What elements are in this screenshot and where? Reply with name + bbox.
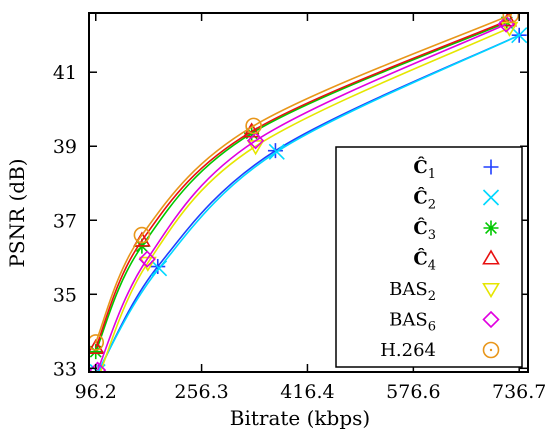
data-point [511, 27, 528, 44]
legend-marker [483, 220, 499, 236]
y-tick-label: 37 [53, 210, 77, 232]
x-tick-label: 576.6 [386, 381, 440, 403]
data-point [133, 226, 151, 244]
legend-label: Ĉ2 [413, 186, 436, 213]
data-point [89, 338, 105, 354]
x-tick-label: 256.3 [174, 381, 228, 403]
data-point [502, 13, 520, 24]
series-line [95, 14, 512, 343]
legend-marker [482, 189, 500, 206]
data-point [151, 260, 168, 277]
data-point [245, 117, 262, 135]
legend-marker [482, 341, 500, 359]
y-tick-label: 35 [53, 284, 77, 306]
legend-label: Ĉ4 [413, 247, 436, 274]
y-axis-label: PSNR (dB) [5, 158, 29, 267]
y-tick-label: 33 [53, 358, 77, 380]
series-line [96, 34, 520, 372]
x-axis-label: Bitrate (kbps) [230, 406, 370, 430]
y-tick-label: 41 [53, 62, 77, 84]
legend-label: Ĉ1 [413, 155, 436, 182]
y-tick-label: 39 [53, 136, 77, 158]
series-layer [89, 13, 528, 372]
series-line [95, 19, 509, 349]
plot-frame [88, 12, 529, 373]
legend-label: Ĉ3 [413, 216, 436, 243]
series-line [96, 23, 507, 371]
legend-marker [482, 282, 500, 299]
series-7 [89, 13, 520, 351]
legend-box [335, 146, 523, 368]
legend-marker [482, 249, 500, 265]
legend-label: H.264 [380, 340, 436, 361]
legend-marker [483, 159, 499, 175]
data-point [268, 143, 285, 160]
data-point [89, 344, 104, 360]
legend-label: BAS6 [389, 310, 436, 335]
series-line [99, 27, 510, 372]
x-tick-label: 736.7 [492, 381, 546, 403]
legend-label: BAS2 [389, 279, 436, 304]
plot-border [88, 12, 529, 373]
tick-layer: 96.2 256.3 416.4 576.6 736.7 33 35 37 39 41 [53, 13, 546, 403]
data-point [138, 250, 156, 268]
legend-marker [482, 310, 500, 329]
data-point [246, 132, 265, 150]
legend: Ĉ1 Ĉ2 Ĉ3 Ĉ4 BAS2 BAS6 H.264 [335, 146, 523, 368]
x-tick-label: 416.4 [280, 381, 334, 403]
series-6 [89, 15, 515, 372]
series-2 [89, 27, 528, 372]
data-point [89, 334, 105, 351]
series-line [95, 21, 508, 352]
x-tick-label: 96.2 [75, 381, 117, 403]
